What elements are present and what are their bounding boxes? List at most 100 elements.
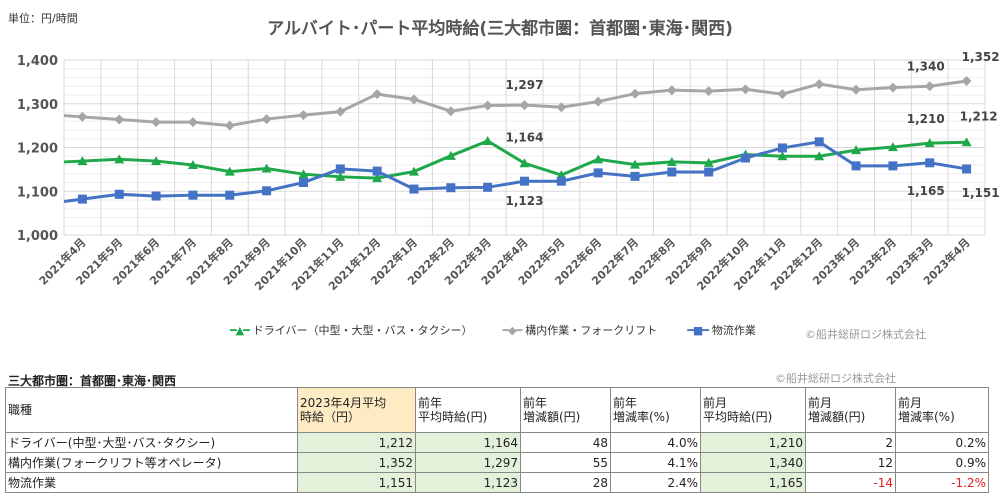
copyright: ©船井総研ロジ株式会社 (775, 372, 896, 385)
data-point (851, 84, 862, 95)
data-point (225, 190, 235, 200)
data-point (520, 176, 529, 186)
data-point (887, 142, 898, 152)
data-point (335, 164, 345, 174)
data-point (188, 190, 198, 200)
data-label: 1,165 (907, 184, 945, 198)
data-point (924, 138, 935, 148)
data-point (961, 76, 972, 86)
data-point (77, 194, 87, 204)
column-header: 前月 平均時給(円) (700, 387, 806, 433)
data-point (704, 167, 714, 177)
data-label: 1,164 (506, 130, 544, 144)
data-point (409, 184, 419, 194)
data-point (887, 82, 898, 93)
data-point (262, 186, 272, 196)
data-point (372, 166, 382, 176)
data-point (114, 189, 124, 199)
data-point (593, 154, 604, 164)
column-header: 前月 増減額(円) (805, 387, 896, 433)
data-point (630, 159, 641, 169)
data-point (667, 167, 677, 177)
legend-marker-icon: ━▲━ (230, 323, 250, 337)
data-point (298, 169, 309, 179)
series-line-0 (63, 139, 967, 180)
table-row: 物流作業 1,151 1,123 28 2.4% 1,165 -14 -1.2% (5, 472, 989, 493)
table-cell: 1,151 (297, 472, 416, 493)
data-point (114, 114, 125, 125)
data-point (445, 106, 456, 117)
legend-label: 構内作業・フォークリフト (525, 324, 658, 337)
data-point (777, 143, 787, 153)
y-tick-label: 1,400 (17, 54, 58, 69)
data-point (408, 94, 419, 105)
data-point (335, 171, 346, 181)
y-tick-label: 1,200 (17, 142, 58, 157)
y-tick-label: 1,300 (17, 98, 58, 113)
table-cell: 1,340 (700, 452, 806, 473)
data-label: 1,340 (907, 59, 945, 73)
data-point (298, 178, 308, 187)
data-point (445, 150, 456, 160)
data-point (703, 86, 714, 97)
table-cell: 1,164 (415, 432, 521, 453)
data-label: 1,151 (962, 186, 1000, 200)
data-point (187, 160, 198, 169)
table-cell: 1,352 (297, 452, 416, 473)
data-point (482, 100, 493, 111)
data-point (483, 182, 493, 192)
table-title: 三大都市圏：首都圏･東海･関西 (8, 374, 177, 388)
legend-label: 物流作業 (711, 324, 756, 337)
wage-table: 職種 2023年4月平均 時給（円） 前年 平均時給(円) 前年 増減額(円) 前年 増… (5, 387, 989, 493)
data-point (924, 81, 935, 92)
data-point (372, 173, 383, 183)
table-cell: 28 (520, 472, 611, 493)
series-line-2 (63, 140, 967, 204)
table-cell: 1,123 (415, 472, 521, 493)
legend-item: ━▲━ ドライバー（中型・大型・バス・タクシー） (230, 322, 473, 338)
data-point (814, 151, 825, 161)
data-label: 1,297 (506, 78, 544, 92)
data-point (77, 111, 88, 122)
data-point (666, 156, 677, 166)
table-cell: 1,297 (415, 452, 521, 473)
legend-marker-icon: ━■━ (687, 323, 709, 337)
table-cell: 4.0% (610, 432, 701, 453)
data-point (519, 100, 530, 111)
legend-item: ━■━ 物流作業 (687, 322, 756, 338)
table-cell: 構内作業(フォークリフト等オペレータ) (5, 452, 298, 473)
data-point (298, 110, 309, 121)
series-line-1 (63, 79, 967, 128)
data-point (372, 89, 383, 100)
data-point (888, 161, 898, 171)
line-chart: 1,0001,1001,2001,3001,4002021年4月2021年5月2… (17, 50, 1000, 293)
data-point (703, 157, 714, 167)
data-point (741, 153, 751, 163)
data-point (114, 154, 125, 164)
y-tick-label: 1,000 (17, 229, 58, 244)
data-point (187, 117, 198, 128)
data-point (482, 135, 493, 145)
data-point (77, 156, 88, 166)
legend: ━▲━ ドライバー（中型・大型・バス・タクシー） ━◆━ 構内作業・フォークリフト ━■… (230, 322, 756, 338)
table-row: 構内作業(フォークリフト等オペレータ) 1,352 1,297 55 4.1% 1,340… (5, 452, 989, 473)
table-cell: 1,210 (700, 432, 806, 453)
data-point (593, 168, 603, 178)
data-point (593, 96, 604, 107)
data-label: 1,123 (506, 194, 544, 208)
legend-label: ドライバー（中型・大型・バス・タクシー） (252, 324, 473, 337)
data-point (519, 158, 530, 168)
data-point (777, 89, 788, 100)
data-point (151, 117, 162, 128)
data-point (851, 145, 862, 155)
chart-title: アルバイト･パート平均時給(三大都市圏：首都圏･東海･関西) (267, 19, 733, 39)
column-header: 2023年4月平均 時給（円） (297, 387, 416, 433)
column-header: 前年 増減額(円) (520, 387, 611, 433)
data-point (851, 161, 861, 171)
column-header: 前月 増減率(%) (895, 387, 989, 433)
table-cell: 0.2% (895, 432, 989, 453)
data-point (224, 166, 235, 176)
column-header: 前年 増減率(%) (610, 387, 701, 433)
data-point (261, 163, 272, 173)
data-point (814, 137, 824, 147)
